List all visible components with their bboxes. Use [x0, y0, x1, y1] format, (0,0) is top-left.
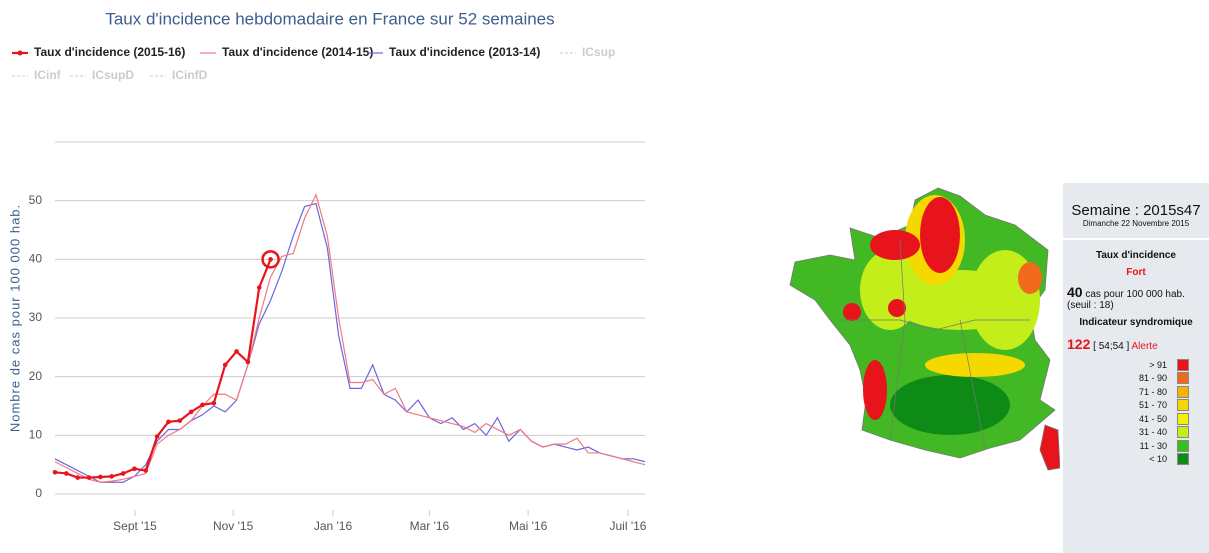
- point: [177, 418, 183, 423]
- legend-swatch: [1177, 426, 1189, 439]
- x-tick-label: Jan '16: [314, 519, 353, 533]
- x-tick-label: Juil '16: [609, 519, 646, 533]
- syndromic-value: 122: [1067, 336, 1091, 352]
- point: [52, 469, 58, 475]
- legend-label: 41 - 50: [1138, 413, 1167, 424]
- legend-label: 71 - 80: [1138, 386, 1167, 397]
- threshold: (seuil : 18): [1067, 300, 1114, 311]
- legend-swatch: [1177, 453, 1189, 466]
- legend-label: ICsupD: [92, 68, 134, 82]
- legend-swatch: [1177, 385, 1189, 398]
- legend-dot: [17, 50, 23, 56]
- legend-row: < 10: [1063, 453, 1209, 467]
- point: [132, 466, 137, 472]
- legend-label: Taux d'incidence (2013-14): [389, 45, 540, 59]
- legend-swatch: [1177, 399, 1189, 412]
- legend-label: 81 - 90: [1138, 373, 1167, 384]
- legend-swatch: [1177, 358, 1189, 371]
- y-tick-label: 40: [29, 252, 43, 266]
- info-panel: Semaine : 2015s47 Dimanche 22 Novembre 2…: [1063, 183, 1209, 553]
- y-tick-label: 50: [29, 193, 43, 207]
- point: [268, 257, 273, 262]
- legend-label: Taux d'incidence (2014-15): [222, 45, 373, 59]
- legend-swatch: [1177, 412, 1189, 425]
- rate-unit: cas pour 100 000 hab.: [1085, 289, 1185, 300]
- syndromic-title: Indicateur syndromique: [1079, 317, 1193, 328]
- legend-label: ICsup: [582, 45, 615, 59]
- legend-swatch: [1177, 439, 1189, 452]
- point: [188, 409, 194, 415]
- legend-label: ICinfD: [172, 68, 208, 82]
- point: [200, 402, 205, 408]
- x-tick-label: Sept '15: [113, 519, 157, 533]
- series-line: [54, 202, 646, 483]
- legend-swatch: [1177, 372, 1189, 385]
- legend-row: 11 - 30: [1063, 439, 1209, 453]
- legend-row: > 91: [1063, 358, 1209, 372]
- legend-label: > 91: [1149, 359, 1167, 370]
- map-legend: > 91 81 - 90 71 - 80 51 - 70 41 - 50 31 - 40 1…: [1063, 352, 1209, 466]
- y-tick-label: 0: [35, 486, 42, 500]
- legend-row: 41 - 50: [1063, 412, 1209, 426]
- point: [234, 349, 239, 354]
- rate: 40: [1067, 284, 1083, 300]
- x-tick-label: Mar '16: [410, 519, 450, 533]
- series-line: [54, 193, 646, 483]
- legend-label: 31 - 40: [1138, 427, 1167, 438]
- point: [211, 400, 217, 406]
- y-tick-label: 30: [29, 310, 43, 324]
- legend-label: 11 - 30: [1139, 440, 1167, 451]
- point: [86, 475, 92, 480]
- map: [789, 187, 1060, 471]
- point: [256, 285, 262, 290]
- level: Fort: [1126, 267, 1146, 278]
- date: Dimanche 22 Novembre 2015: [1082, 219, 1190, 228]
- point: [120, 471, 126, 476]
- point: [98, 474, 103, 480]
- chart: Taux d'incidence hebdomadaire en France …: [7, 9, 1060, 533]
- legend-row: 51 - 70: [1063, 399, 1209, 413]
- point: [75, 475, 80, 480]
- legend-label: Taux d'incidence (2015-16): [34, 45, 185, 59]
- legend-row: 71 - 80: [1063, 385, 1209, 399]
- point: [154, 434, 160, 439]
- highlight: [261, 250, 280, 269]
- syndromic-status: Alerte: [1131, 341, 1158, 352]
- legend-label: 51 - 70: [1138, 400, 1167, 411]
- y-tick-label: 10: [29, 428, 43, 442]
- point: [109, 474, 115, 479]
- incidence-title: Taux d'incidence: [1096, 250, 1176, 261]
- legend-row: 31 - 40: [1063, 426, 1209, 440]
- point: [64, 471, 69, 476]
- legend-label: < 10: [1149, 454, 1167, 465]
- series-line: [54, 258, 272, 479]
- x-tick-label: Mai '16: [509, 519, 548, 533]
- syndromic-range: [ 54;54 ]: [1093, 341, 1130, 352]
- point: [222, 362, 228, 368]
- x-tick-label: Nov '15: [213, 519, 254, 533]
- legend-row: 81 - 90: [1063, 372, 1209, 386]
- point: [245, 359, 251, 365]
- point: [166, 419, 171, 425]
- point: [143, 468, 149, 473]
- y-axis-label: Nombre de cas pour 100 000 hab.: [7, 204, 22, 432]
- legend-label: ICinf: [34, 68, 62, 82]
- week: Semaine : 2015s47: [1071, 202, 1201, 219]
- y-tick-label: 20: [29, 369, 43, 383]
- chart-title: Taux d'incidence hebdomadaire en France …: [105, 9, 554, 28]
